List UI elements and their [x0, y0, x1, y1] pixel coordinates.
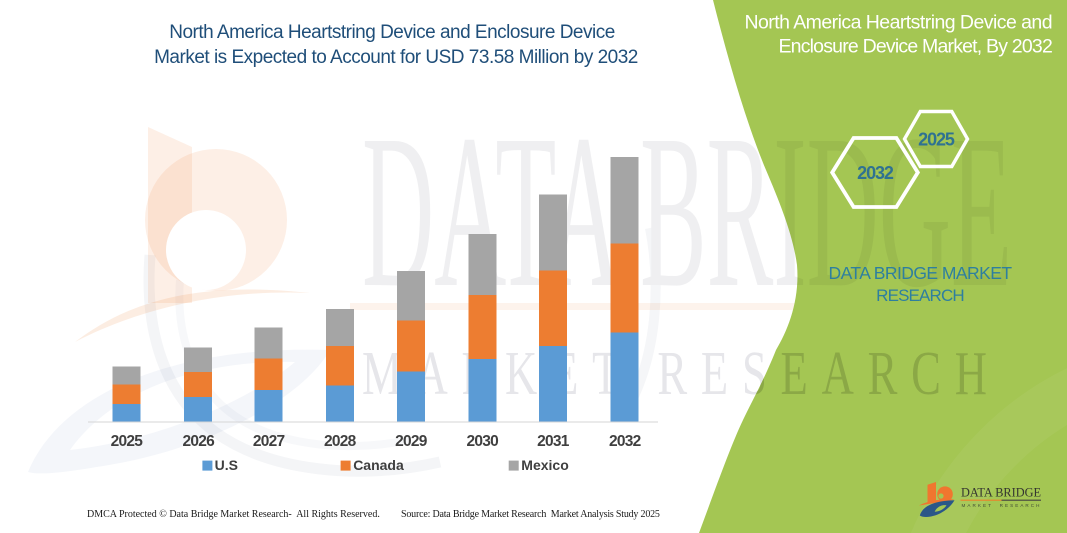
svg-text:2029: 2029	[395, 433, 428, 450]
svg-text:2032: 2032	[609, 433, 641, 450]
svg-text:2031: 2031	[537, 433, 570, 450]
svg-text:MARKET RESEARCH: MARKET RESEARCH	[962, 503, 1040, 508]
svg-text:2025: 2025	[918, 130, 955, 150]
svg-text:2032: 2032	[857, 163, 894, 183]
svg-text:U.S: U.S	[215, 457, 238, 473]
svg-text:2028: 2028	[324, 433, 357, 450]
svg-text:2026: 2026	[182, 433, 215, 450]
svg-text:2030: 2030	[467, 433, 499, 450]
svg-text:DATA BRIDGE MARKET: DATA BRIDGE MARKET	[829, 263, 1013, 283]
svg-text:Source: Data Bridge Market Res: Source: Data Bridge Market Research Mark…	[401, 509, 660, 520]
svg-text:Enclosure Device Market, By 20: Enclosure Device Market, By 2032	[778, 36, 1052, 58]
svg-text:2027: 2027	[253, 433, 285, 450]
svg-text:DATA BRIDGE: DATA BRIDGE	[961, 486, 1041, 500]
svg-text:North America Heartstring Devi: North America Heartstring Device and Enc…	[169, 22, 615, 43]
svg-text:DMCA Protected © Data Bridge M: DMCA Protected © Data Bridge Market Rese…	[87, 509, 380, 520]
svg-text:Market is Expected to Account: Market is Expected to Account for USD 73…	[154, 47, 638, 68]
svg-text:Canada: Canada	[353, 457, 404, 473]
svg-text:RESEARCH: RESEARCH	[876, 286, 964, 305]
svg-text:North America Heartstring Devi: North America Heartstring Device and	[744, 12, 1052, 34]
svg-text:2025: 2025	[111, 433, 144, 450]
svg-text:Mexico: Mexico	[521, 457, 568, 473]
